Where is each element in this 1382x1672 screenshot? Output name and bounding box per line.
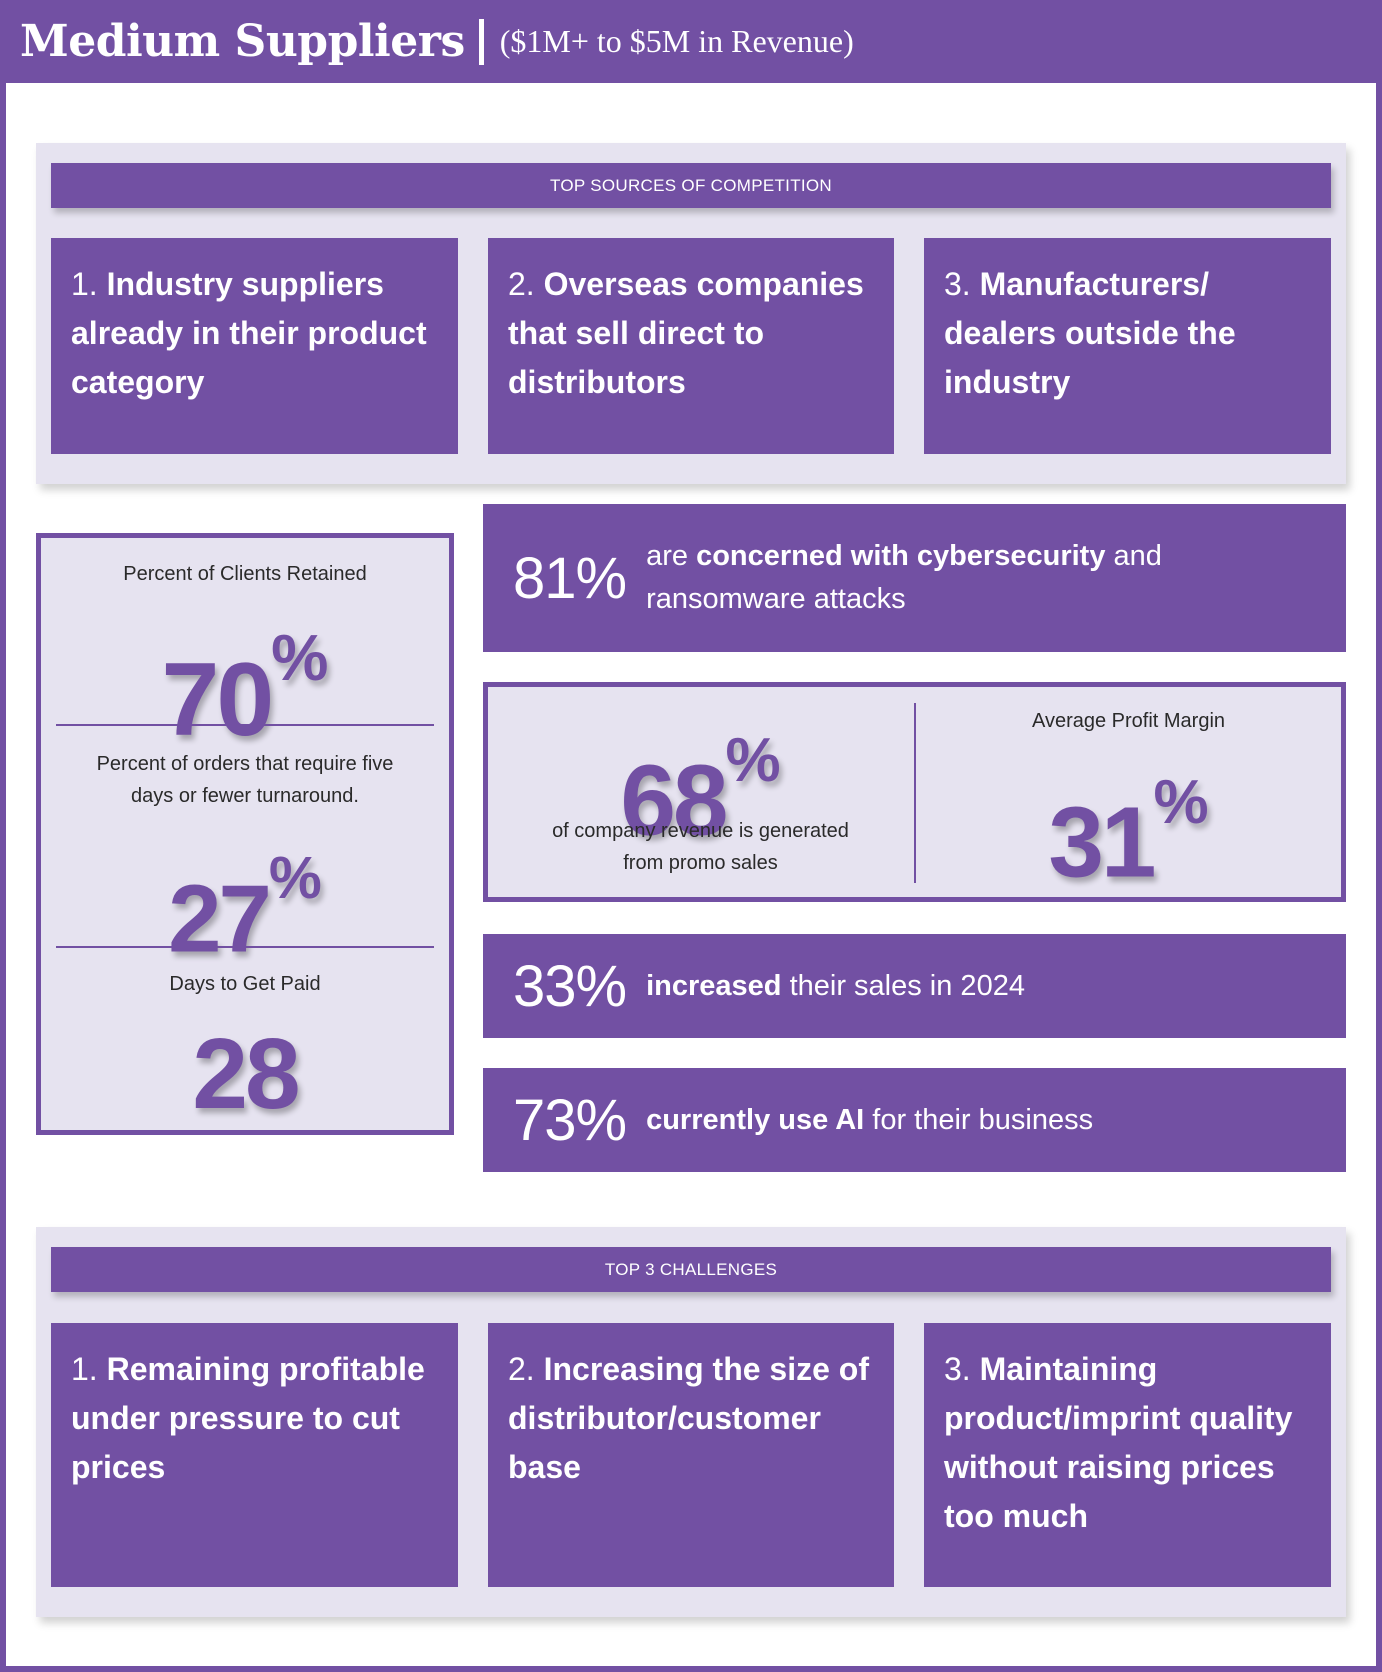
card-text: Overseas companies that sell direct to d… [508,266,864,400]
card-text: Maintaining product/imprint quality with… [944,1351,1293,1534]
challenge-card-3: 3. Maintaining product/imprint quality w… [924,1323,1331,1587]
card-text: Manufacturers/ dealers outside the indus… [944,266,1236,400]
days-to-paid-value: 28 [192,1018,300,1130]
card-number: 2. [508,266,535,302]
challenges-heading: TOP 3 CHALLENGES [51,1247,1331,1292]
stat-divider [56,724,434,726]
competition-card-3: 3. Manufacturers/ dealers outside the in… [924,238,1331,454]
challenge-card-1: 1. Remaining profitable under pressure t… [51,1323,458,1587]
days-to-paid-label: Days to Get Paid [169,973,321,995]
revenue-value: 68% [488,703,913,858]
margin-section: Average Profit Margin 31% [916,687,1341,900]
stat-text-pre: are [646,540,689,572]
profit-margin-value: 31% [916,745,1341,900]
stat-text-bold: concerned with cybersecurity [696,540,1106,572]
orders-turnaround-label: Percent of orders that require five days… [96,753,394,807]
left-stats-box: Percent of Clients Retained 70% Percent … [36,533,454,1135]
stat-text-bold: increased [646,969,782,1002]
card-text: Industry suppliers already in their prod… [71,266,427,400]
card-number: 3. [944,1351,971,1387]
card-text: Remaining profitable under pressure to c… [71,1351,425,1485]
revenue-margin-box: 68% of company revenue is generated from… [483,682,1346,902]
value-number: 31 [1048,786,1156,899]
stat-text-post: for their business [872,1103,1094,1136]
clients-retained-value: 70% [41,598,449,760]
sales-increase-stat: 33% increased their sales in 2024 [483,934,1346,1038]
percent-sign: % [725,726,781,795]
stat-divider [56,946,434,948]
competition-card-2: 2. Overseas companies that sell direct t… [488,238,894,454]
stat-value: 81% [513,545,627,611]
competition-heading: TOP SOURCES OF COMPETITION [51,163,1331,208]
stat-text-post: their sales in 2024 [789,969,1025,1002]
clients-retained-label: Percent of Clients Retained [123,563,367,585]
competition-card-1: 1. Industry suppliers already in their p… [51,238,458,454]
title-divider [478,18,484,65]
stat-text: are concerned with cybersecurity and ran… [646,535,1206,621]
stat-text: currently use AI for their business [646,1099,1093,1142]
ai-usage-stat: 73% currently use AI for their business [483,1068,1346,1172]
cybersecurity-stat: 81% are concerned with cybersecurity and… [483,504,1346,652]
stat-text-post: and ransomware attacks [646,540,1162,615]
card-number: 1. [71,1351,98,1387]
challenge-card-2: 2. Increasing the size of distributor/cu… [488,1323,894,1587]
stat-value: 73% [513,1087,627,1153]
value-number: 27 [168,865,272,973]
page-subtitle: ($1M+ to $5M in Revenue) [499,23,854,59]
card-number: 2. [508,1351,535,1387]
page-title: Medium Suppliers [20,16,465,67]
value-number: 70 [161,642,274,759]
stat-value: 33% [513,953,627,1019]
revenue-section: 68% of company revenue is generated from… [488,687,913,897]
stat-text-bold: currently use AI [646,1103,865,1136]
card-number: 3. [944,266,971,302]
percent-sign: % [271,622,329,694]
profit-margin-label: Average Profit Margin [1031,710,1226,732]
orders-turnaround-value: 27% [41,820,449,977]
revenue-label: of company revenue is generated from pro… [552,820,849,874]
card-number: 1. [71,266,98,302]
card-text: Increasing the size of distributor/custo… [508,1351,869,1485]
percent-sign: % [268,844,322,911]
page-header: Medium Suppliers ($1M+ to $5M in Revenue… [0,0,1382,83]
stat-text: increased their sales in 2024 [646,965,1025,1008]
percent-sign: % [1153,768,1209,837]
vertical-divider [914,703,916,883]
value-number: 68 [620,744,728,857]
